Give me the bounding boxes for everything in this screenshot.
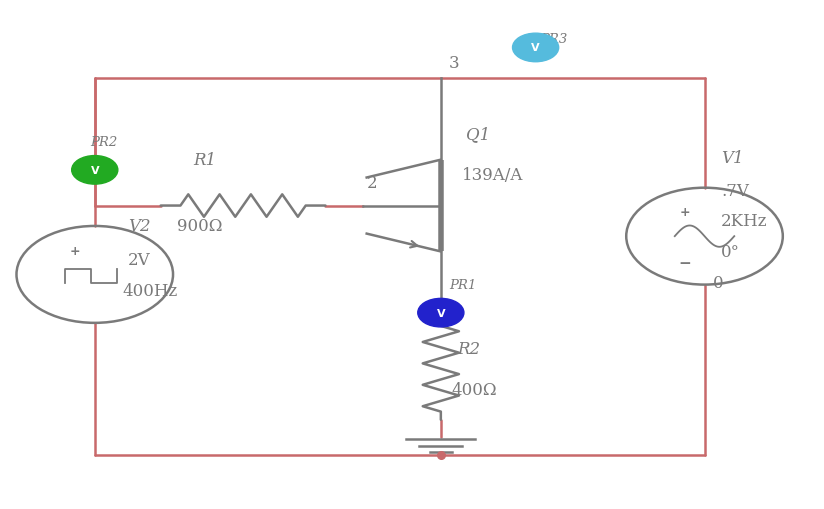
Text: R1: R1 [194,152,217,169]
Text: 400Ω: 400Ω [452,381,497,398]
Text: V: V [91,165,99,176]
Text: V: V [531,43,540,53]
Text: +: + [70,244,81,257]
Text: 0°: 0° [721,243,740,261]
Circle shape [513,34,559,63]
Circle shape [72,156,118,185]
Text: 2V: 2V [128,251,150,268]
Text: −: − [679,256,691,271]
Text: 139A/A: 139A/A [461,167,522,184]
Text: V: V [437,308,445,318]
Text: PR1: PR1 [449,278,476,292]
Text: PR3: PR3 [540,33,567,46]
Text: Q1: Q1 [466,126,489,144]
Text: 2: 2 [367,175,377,192]
Text: PR2: PR2 [91,136,118,149]
Text: 400Hz: 400Hz [122,282,177,300]
Text: +: + [680,206,691,219]
Text: 2KHz: 2KHz [721,213,767,230]
Text: 3: 3 [449,55,460,72]
Text: .7V: .7V [721,182,749,200]
Text: 900Ω: 900Ω [177,218,222,235]
Text: V2: V2 [128,218,150,235]
Text: V1: V1 [721,149,743,166]
Text: R2: R2 [457,340,480,357]
Text: 0: 0 [713,274,723,291]
Circle shape [418,299,464,327]
